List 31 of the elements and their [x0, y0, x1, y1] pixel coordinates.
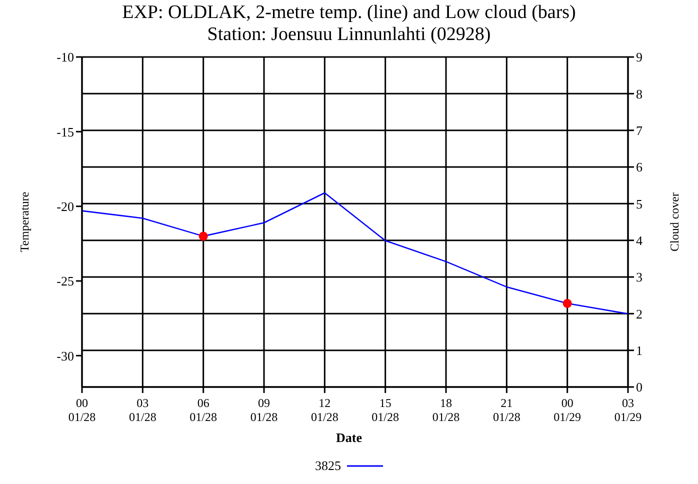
y-tick-label: -25	[56, 274, 74, 289]
legend-label: 3825	[315, 458, 341, 474]
y-tick-label: -15	[56, 124, 74, 140]
x-tick-label: 09 01/28	[250, 396, 278, 424]
x-axis-title: Date	[335, 430, 363, 446]
x-tick-label: 18 01/28	[432, 396, 460, 424]
y2-tick-label: 9	[636, 50, 642, 65]
y-tick-label: -20	[56, 198, 74, 214]
y2-tick-label: 6	[636, 160, 643, 175]
x-tick-label: 12 01/28	[310, 396, 338, 424]
y2-tick-label: 0	[636, 380, 642, 395]
y2-tick-label: 8	[636, 86, 642, 102]
x-tick-label: 21 01/28	[492, 396, 520, 424]
x-tick-label: 03 01/28	[128, 396, 156, 424]
x-tick-label: 03 01/29	[614, 396, 642, 424]
y2-axis-title: Cloud cover	[667, 192, 682, 252]
y2-tick-label: 7	[636, 122, 643, 138]
y2-tick-label: 4	[636, 232, 643, 248]
y2-tick-label: 1	[636, 342, 642, 358]
y-axis-title: Temperature	[17, 192, 32, 252]
x-tick-label: 00 01/28	[68, 396, 96, 424]
x-tick-label: 15 01/28	[372, 396, 400, 424]
y2-tick-label: 5	[636, 196, 642, 212]
y-tick-label: -10	[56, 50, 74, 65]
chart-title: EXP: OLDLAK, 2-metre temp. (line) and Low cloud (bars)	[121, 2, 577, 24]
x-tick-label: 00 01/29	[554, 396, 582, 424]
chart-subtitle: Station: Joensuu Linnunlahti (02928)	[206, 24, 492, 46]
y2-tick-label: 2	[636, 306, 642, 322]
y2-tick-label: 3	[636, 270, 642, 285]
y-tick-label: -30	[56, 348, 74, 364]
x-tick-label: 06 01/28	[190, 396, 218, 424]
